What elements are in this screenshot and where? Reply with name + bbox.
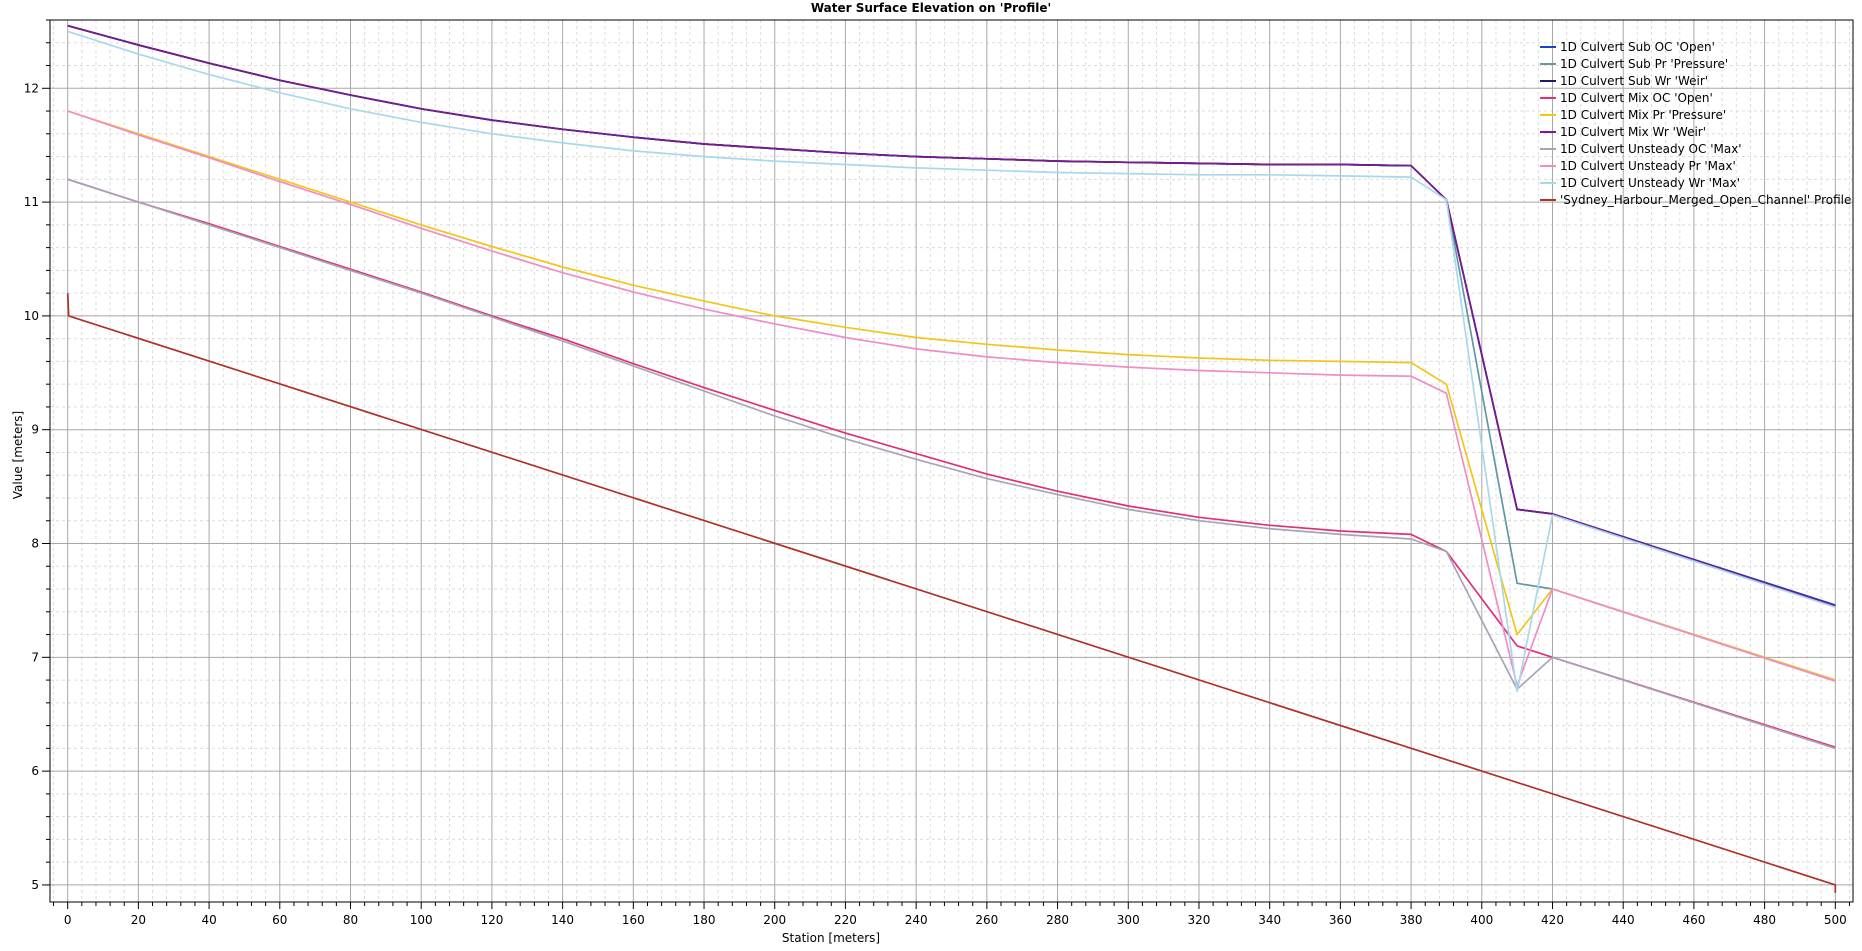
y-tick-label: 12 [24, 81, 39, 95]
series-line-7 [67, 178, 1836, 750]
x-tick-label: 180 [693, 913, 716, 927]
x-tick-label: 280 [1046, 913, 1069, 927]
legend-label: 1D Culvert Mix Pr 'Pressure' [1560, 108, 1726, 122]
x-tick-label: 480 [1753, 913, 1776, 927]
x-tick-label: 500 [1824, 913, 1847, 927]
x-tick-label: 220 [834, 913, 857, 927]
y-axis-label: Value [meters] [11, 411, 25, 499]
x-tick-label: 20 [131, 913, 146, 927]
legend-label: 1D Culvert Mix OC 'Open' [1560, 91, 1713, 105]
series-line-9 [67, 30, 1836, 693]
plot-frame [49, 19, 1854, 903]
legend-item[interactable]: 1D Culvert Unsteady Wr 'Max' [1540, 176, 1740, 190]
x-tick-label: 100 [410, 913, 433, 927]
legend-item[interactable]: 1D Culvert Sub Pr 'Pressure' [1540, 57, 1728, 71]
x-tick-label: 140 [551, 913, 574, 927]
legend-item[interactable]: 1D Culvert Mix Pr 'Pressure' [1540, 108, 1726, 122]
x-tick-label: 420 [1541, 913, 1564, 927]
legend-item[interactable]: 1D Culvert Unsteady Pr 'Max' [1540, 159, 1736, 173]
y-axis: 5 6 7 8 9 10 11 12 [24, 19, 50, 892]
legend-item[interactable]: 'Sydney_Harbour_Merged_Open_Channel' Pro… [1540, 193, 1851, 207]
y-tick-label: 9 [31, 423, 39, 437]
legend-item[interactable]: 1D Culvert Mix OC 'Open' [1540, 91, 1713, 105]
y-tick-label: 10 [24, 309, 39, 323]
series-line-8 [67, 110, 1836, 687]
series-line-5 [67, 110, 1836, 681]
legend-item[interactable]: 1D Culvert Sub OC 'Open' [1540, 40, 1715, 54]
y-tick-label: 8 [31, 537, 39, 551]
x-tick-label: 240 [905, 913, 928, 927]
legend-label: 1D Culvert Sub Pr 'Pressure' [1560, 57, 1728, 71]
y-tick-label: 6 [31, 764, 39, 778]
x-tick-label: 200 [763, 913, 786, 927]
x-tick-label: 40 [201, 913, 216, 927]
legend-label: 'Sydney_Harbour_Merged_Open_Channel' Pro… [1560, 193, 1851, 207]
series-line-4 [67, 178, 1836, 749]
series-line-6 [67, 24, 1836, 607]
x-tick-label: 320 [1188, 913, 1211, 927]
chart-title: Water Surface Elevation on 'Profile' [811, 1, 1051, 15]
x-tick-label: 460 [1682, 913, 1705, 927]
major-grid [50, 20, 1853, 902]
y-tick-label: 5 [31, 878, 39, 892]
x-tick-label: 160 [622, 913, 645, 927]
legend-label: 1D Culvert Sub OC 'Open' [1560, 40, 1715, 54]
x-tick-label: 120 [480, 913, 503, 927]
legend-item[interactable]: 1D Culvert Mix Wr 'Weir' [1540, 125, 1706, 139]
x-tick-label: 380 [1400, 913, 1423, 927]
y-tick-label: 11 [24, 195, 39, 209]
series-line-10 [66, 293, 1837, 893]
x-axis-label: Station [meters] [782, 931, 880, 945]
legend-item[interactable]: 1D Culvert Sub Wr 'Weir' [1540, 74, 1708, 88]
series-layer [66, 24, 1837, 893]
x-tick-label: 300 [1117, 913, 1140, 927]
legend[interactable]: 1D Culvert Sub OC 'Open' 1D Culvert Sub P… [1540, 40, 1851, 207]
x-tick-label: 0 [64, 913, 72, 927]
legend-label: 1D Culvert Unsteady Wr 'Max' [1560, 176, 1740, 190]
x-tick-label: 60 [272, 913, 287, 927]
legend-label: 1D Culvert Sub Wr 'Weir' [1560, 74, 1708, 88]
legend-label: 1D Culvert Unsteady Pr 'Max' [1560, 159, 1736, 173]
x-tick-label: 260 [975, 913, 998, 927]
x-axis: 0 20 40 60 80 100 120 140 160 180 200 220 240 260 280 3… [53, 902, 1850, 927]
x-tick-label: 360 [1329, 913, 1352, 927]
y-tick-label: 7 [31, 650, 39, 664]
x-tick-label: 400 [1470, 913, 1493, 927]
x-tick-label: 80 [343, 913, 358, 927]
legend-label: 1D Culvert Mix Wr 'Weir' [1560, 125, 1706, 139]
legend-item[interactable]: 1D Culvert Unsteady OC 'Max' [1540, 142, 1742, 156]
legend-label: 1D Culvert Unsteady OC 'Max' [1560, 142, 1742, 156]
x-tick-label: 440 [1612, 913, 1635, 927]
x-tick-label: 340 [1258, 913, 1281, 927]
